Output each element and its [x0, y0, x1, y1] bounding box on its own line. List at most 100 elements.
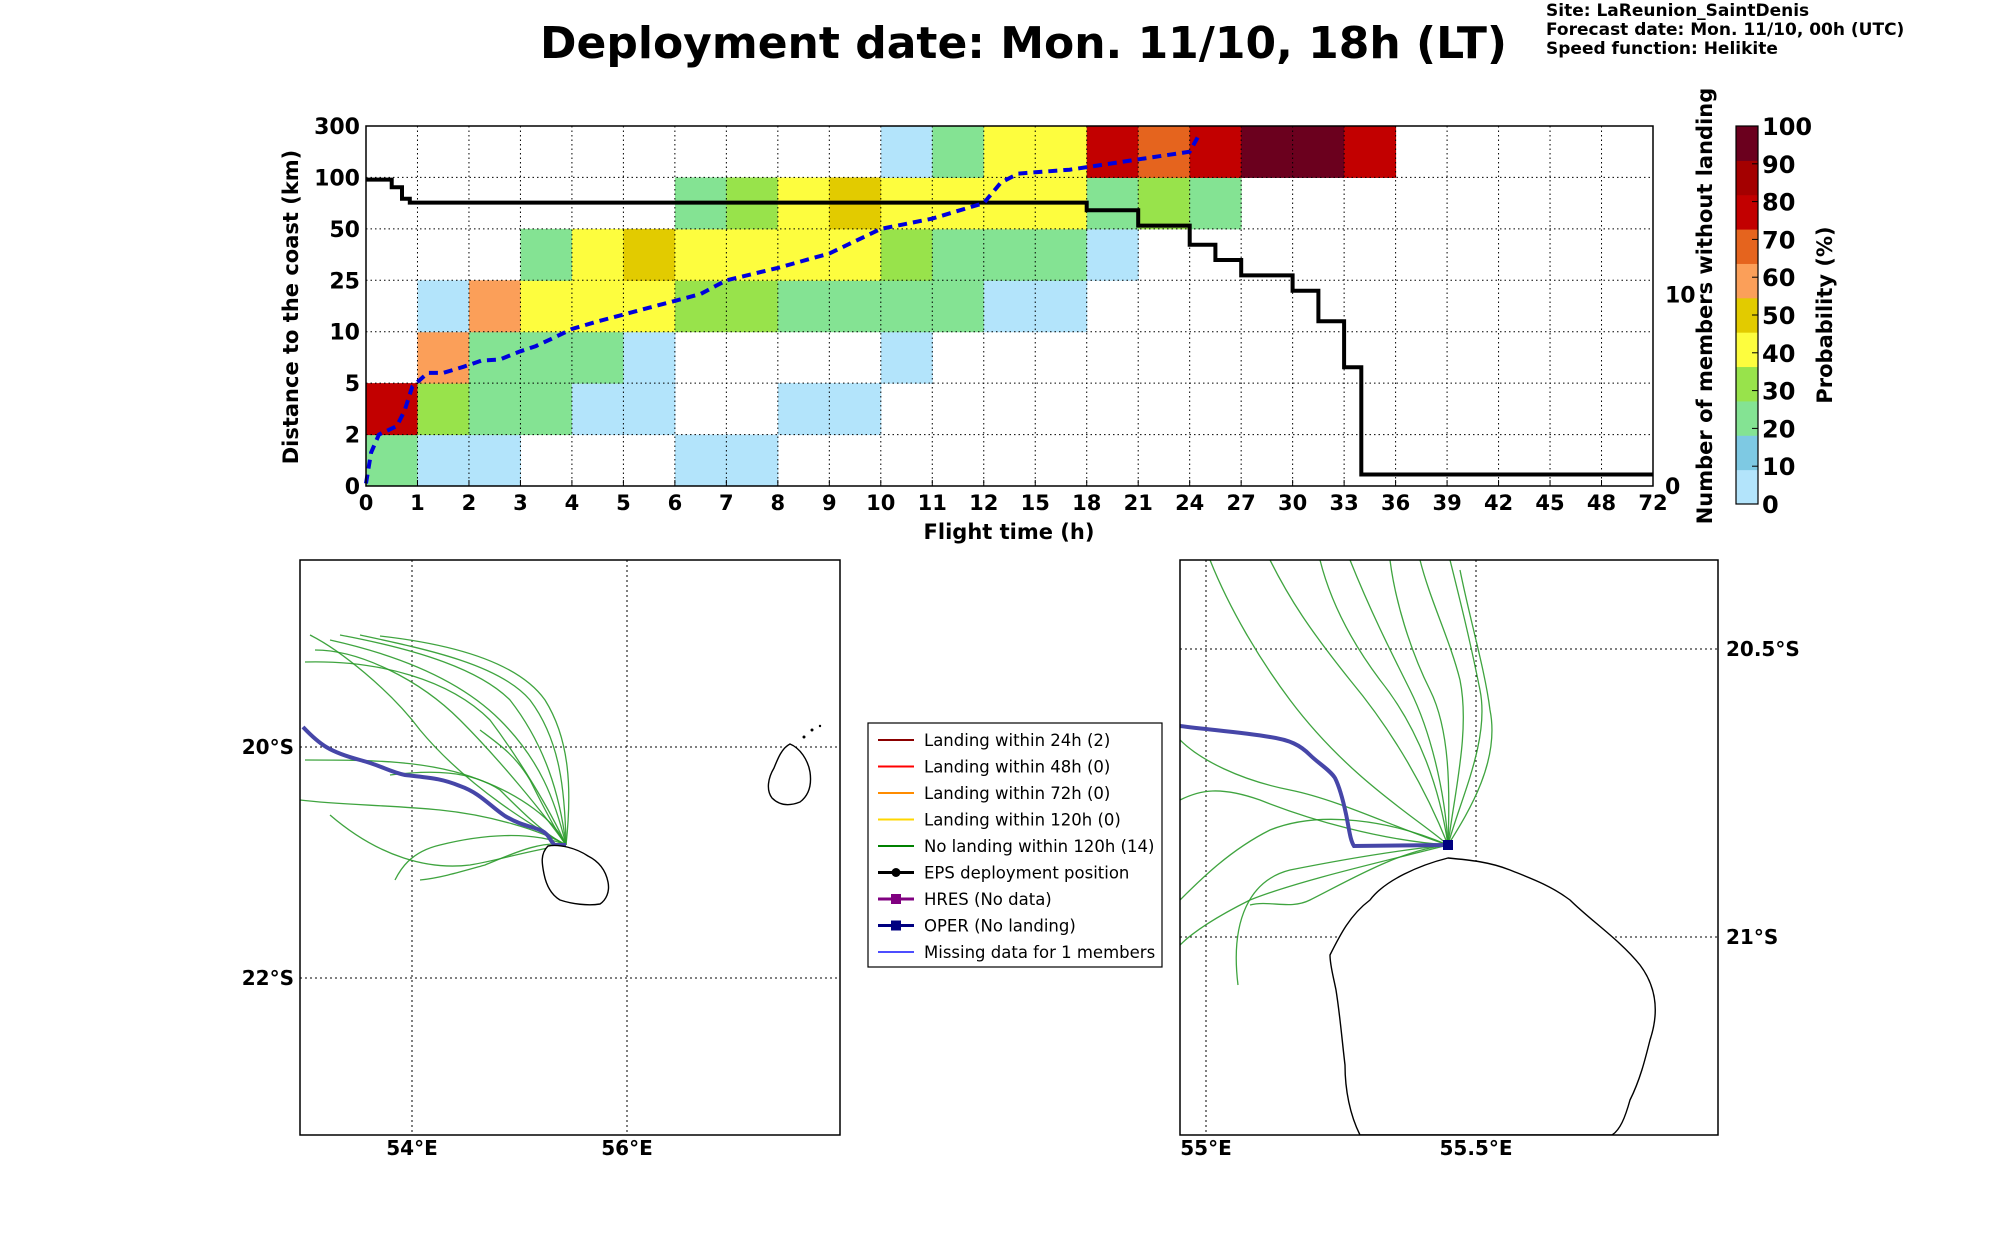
- heatmap-cell: [623, 383, 676, 436]
- legend-label: OPER (No landing): [924, 917, 1076, 936]
- legend-frame: [867, 722, 1163, 968]
- x-tick-label: 27: [1227, 491, 1256, 515]
- heatmap-lines: [364, 135, 1653, 484]
- reunion-coastline: [541, 844, 610, 906]
- heatmap-cell: [468, 280, 521, 333]
- heatmap-cell: [571, 331, 624, 384]
- heatmap-cell: [468, 383, 521, 436]
- x-tick-label: 33: [1330, 491, 1359, 515]
- page-title: Deployment date: Mon. 11/10, 18h (LT): [540, 18, 1507, 69]
- y-tick-label: 25: [329, 269, 360, 294]
- colorbar-tick-label: 60: [1762, 264, 1795, 292]
- map-left-frame: [299, 559, 841, 1136]
- legend-marker: [891, 894, 901, 904]
- colorbar-segment: [1736, 435, 1758, 471]
- colorbar-segment: [1736, 469, 1758, 505]
- speed-function-label: Speed function: Helikite: [1546, 39, 1778, 59]
- heatmap-cell: [726, 228, 779, 281]
- y-axis-label: Distance to the coast (km): [279, 150, 303, 465]
- member-track: [1349, 560, 1449, 846]
- heatmap-cell: [520, 228, 573, 281]
- reunion-coastline: [1329, 857, 1656, 1135]
- colorbar-segment: [1736, 160, 1758, 196]
- heatmap-cell: [468, 331, 521, 384]
- member-track: [1447, 569, 1493, 846]
- map-right-x-tick: 55.5°E: [1439, 1136, 1512, 1160]
- x-tick-labels: 0 1 2 3 4 5 6 7 8 9 10 11 12 15 18 21 24 27 30 33 36 39 42 45 48…: [359, 480, 1668, 515]
- colorbar-tick-label: 100: [1762, 113, 1812, 141]
- member-track: [359, 634, 567, 846]
- heatmap-cell: [1086, 177, 1139, 230]
- map-right-y-tick: 20.5°S: [1726, 637, 1800, 661]
- colorbar-segment: [1736, 400, 1758, 436]
- site-label: Site: LaReunion_SaintDenis: [1546, 1, 1810, 21]
- heatmap-cell: [983, 228, 1036, 281]
- member-track: [314, 649, 567, 846]
- member-tracks: [300, 634, 570, 881]
- heatmap-cell: [880, 280, 933, 333]
- heatmap-cell: [1241, 126, 1294, 178]
- colorbar-tick-label: 0: [1762, 491, 1779, 519]
- member-track: [1419, 560, 1464, 846]
- oper-track: [1180, 724, 1449, 849]
- x-tick-label: 24: [1175, 491, 1204, 515]
- map-right-content: [1180, 560, 1718, 1135]
- heatmap-cell: [880, 331, 933, 384]
- heatmap-cell: [1035, 228, 1088, 281]
- x-tick-label: 1: [410, 491, 425, 515]
- colorbar-tick-label: 10: [1762, 453, 1795, 481]
- y-right-tick-label: 0: [1665, 475, 1680, 500]
- heatmap-cell: [1086, 228, 1139, 281]
- heatmap-cell: [520, 383, 573, 436]
- x-tick-label: 2: [462, 491, 477, 515]
- x-tick-label: 3: [513, 491, 528, 515]
- legend-label: Landing within 72h (0): [924, 784, 1110, 803]
- member-track: [304, 661, 567, 846]
- member-track: [1235, 844, 1449, 986]
- legend-marker: [891, 920, 901, 931]
- map-left-panel: 54°E 56°E 20°S 22°S: [242, 559, 841, 1160]
- legend-marker: [891, 868, 901, 877]
- member-track: [394, 834, 567, 881]
- heatmap-cell: [417, 280, 470, 333]
- colorbar-tick-label: 20: [1762, 415, 1795, 443]
- colorbar-tick-label: 80: [1762, 189, 1795, 217]
- member-track: [1180, 790, 1449, 846]
- legend-label: Landing within 24h (2): [924, 731, 1110, 750]
- x-tick-label: 0: [359, 491, 374, 515]
- x-tick-label: 36: [1381, 491, 1410, 515]
- heatmap-cell: [1344, 126, 1397, 178]
- colorbar-tick-label: 50: [1762, 302, 1795, 330]
- y-right-axis-label: Number of members without landing: [1693, 88, 1717, 525]
- x-tick-label: 6: [668, 491, 683, 515]
- member-track: [329, 814, 567, 867]
- heatmap-cell: [571, 228, 624, 281]
- heatmap-cell: [932, 126, 985, 178]
- heatmap-cell: [777, 383, 830, 436]
- heatmap-cell: [932, 280, 985, 333]
- map-left-content: [300, 560, 840, 1135]
- member-track: [1389, 560, 1450, 846]
- colorbar-segment: [1736, 366, 1758, 402]
- x-tick-label: 8: [771, 491, 786, 515]
- legend-label: No landing within 120h (14): [924, 837, 1154, 856]
- member-track: [300, 799, 567, 846]
- oper-deployment-marker: [1443, 840, 1453, 850]
- x-tick-label: 12: [969, 491, 998, 515]
- y-tick-label: 100: [314, 166, 360, 191]
- y-tick-label: 50: [329, 218, 360, 243]
- island-dot: [802, 735, 806, 739]
- member-track: [1319, 560, 1449, 846]
- legend-label: HRES (No data): [924, 890, 1052, 909]
- colorbar-label: Probability (%): [1813, 226, 1837, 403]
- x-tick-label: 7: [719, 491, 734, 515]
- heatmap-cell: [1035, 280, 1088, 333]
- x-tick-label: 15: [1021, 491, 1050, 515]
- member-track: [379, 635, 570, 846]
- heatmap-frame: [365, 125, 1654, 487]
- legend-label: Missing data for 1 members: [924, 943, 1155, 962]
- map-left-x-tick: 54°E: [386, 1136, 438, 1160]
- member-track: [339, 634, 567, 846]
- member-track: [1180, 739, 1449, 846]
